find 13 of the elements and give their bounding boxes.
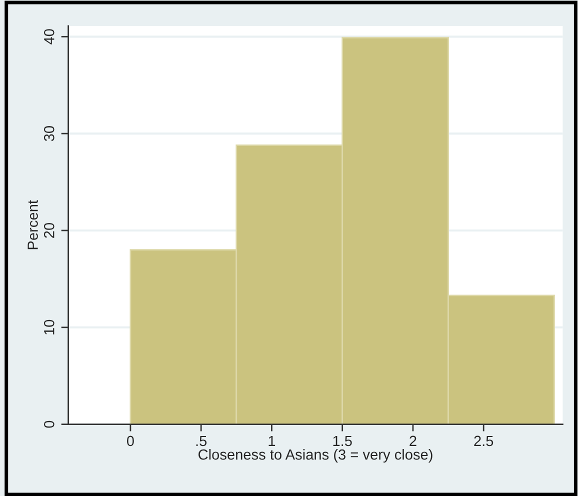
y-tick-label: 30 [44, 126, 54, 142]
x-tick-label: .5 [196, 436, 207, 446]
x-tick-label: 2.5 [474, 436, 494, 446]
x-tick-label: 0 [126, 436, 134, 446]
x-axis-title: Closeness to Asians (3 = very close) [198, 449, 432, 463]
x-tick-label: 1 [268, 436, 276, 446]
y-tick-label: 20 [44, 222, 54, 238]
y-tick-label: 0 [44, 420, 54, 428]
x-tick-label: 2 [410, 436, 416, 446]
x-tick-label: 1.5 [333, 436, 352, 446]
y-tick-label: 40 [44, 29, 54, 44]
y-axis-title: Percent [28, 200, 38, 250]
y-tick-label: 10 [44, 320, 54, 334]
